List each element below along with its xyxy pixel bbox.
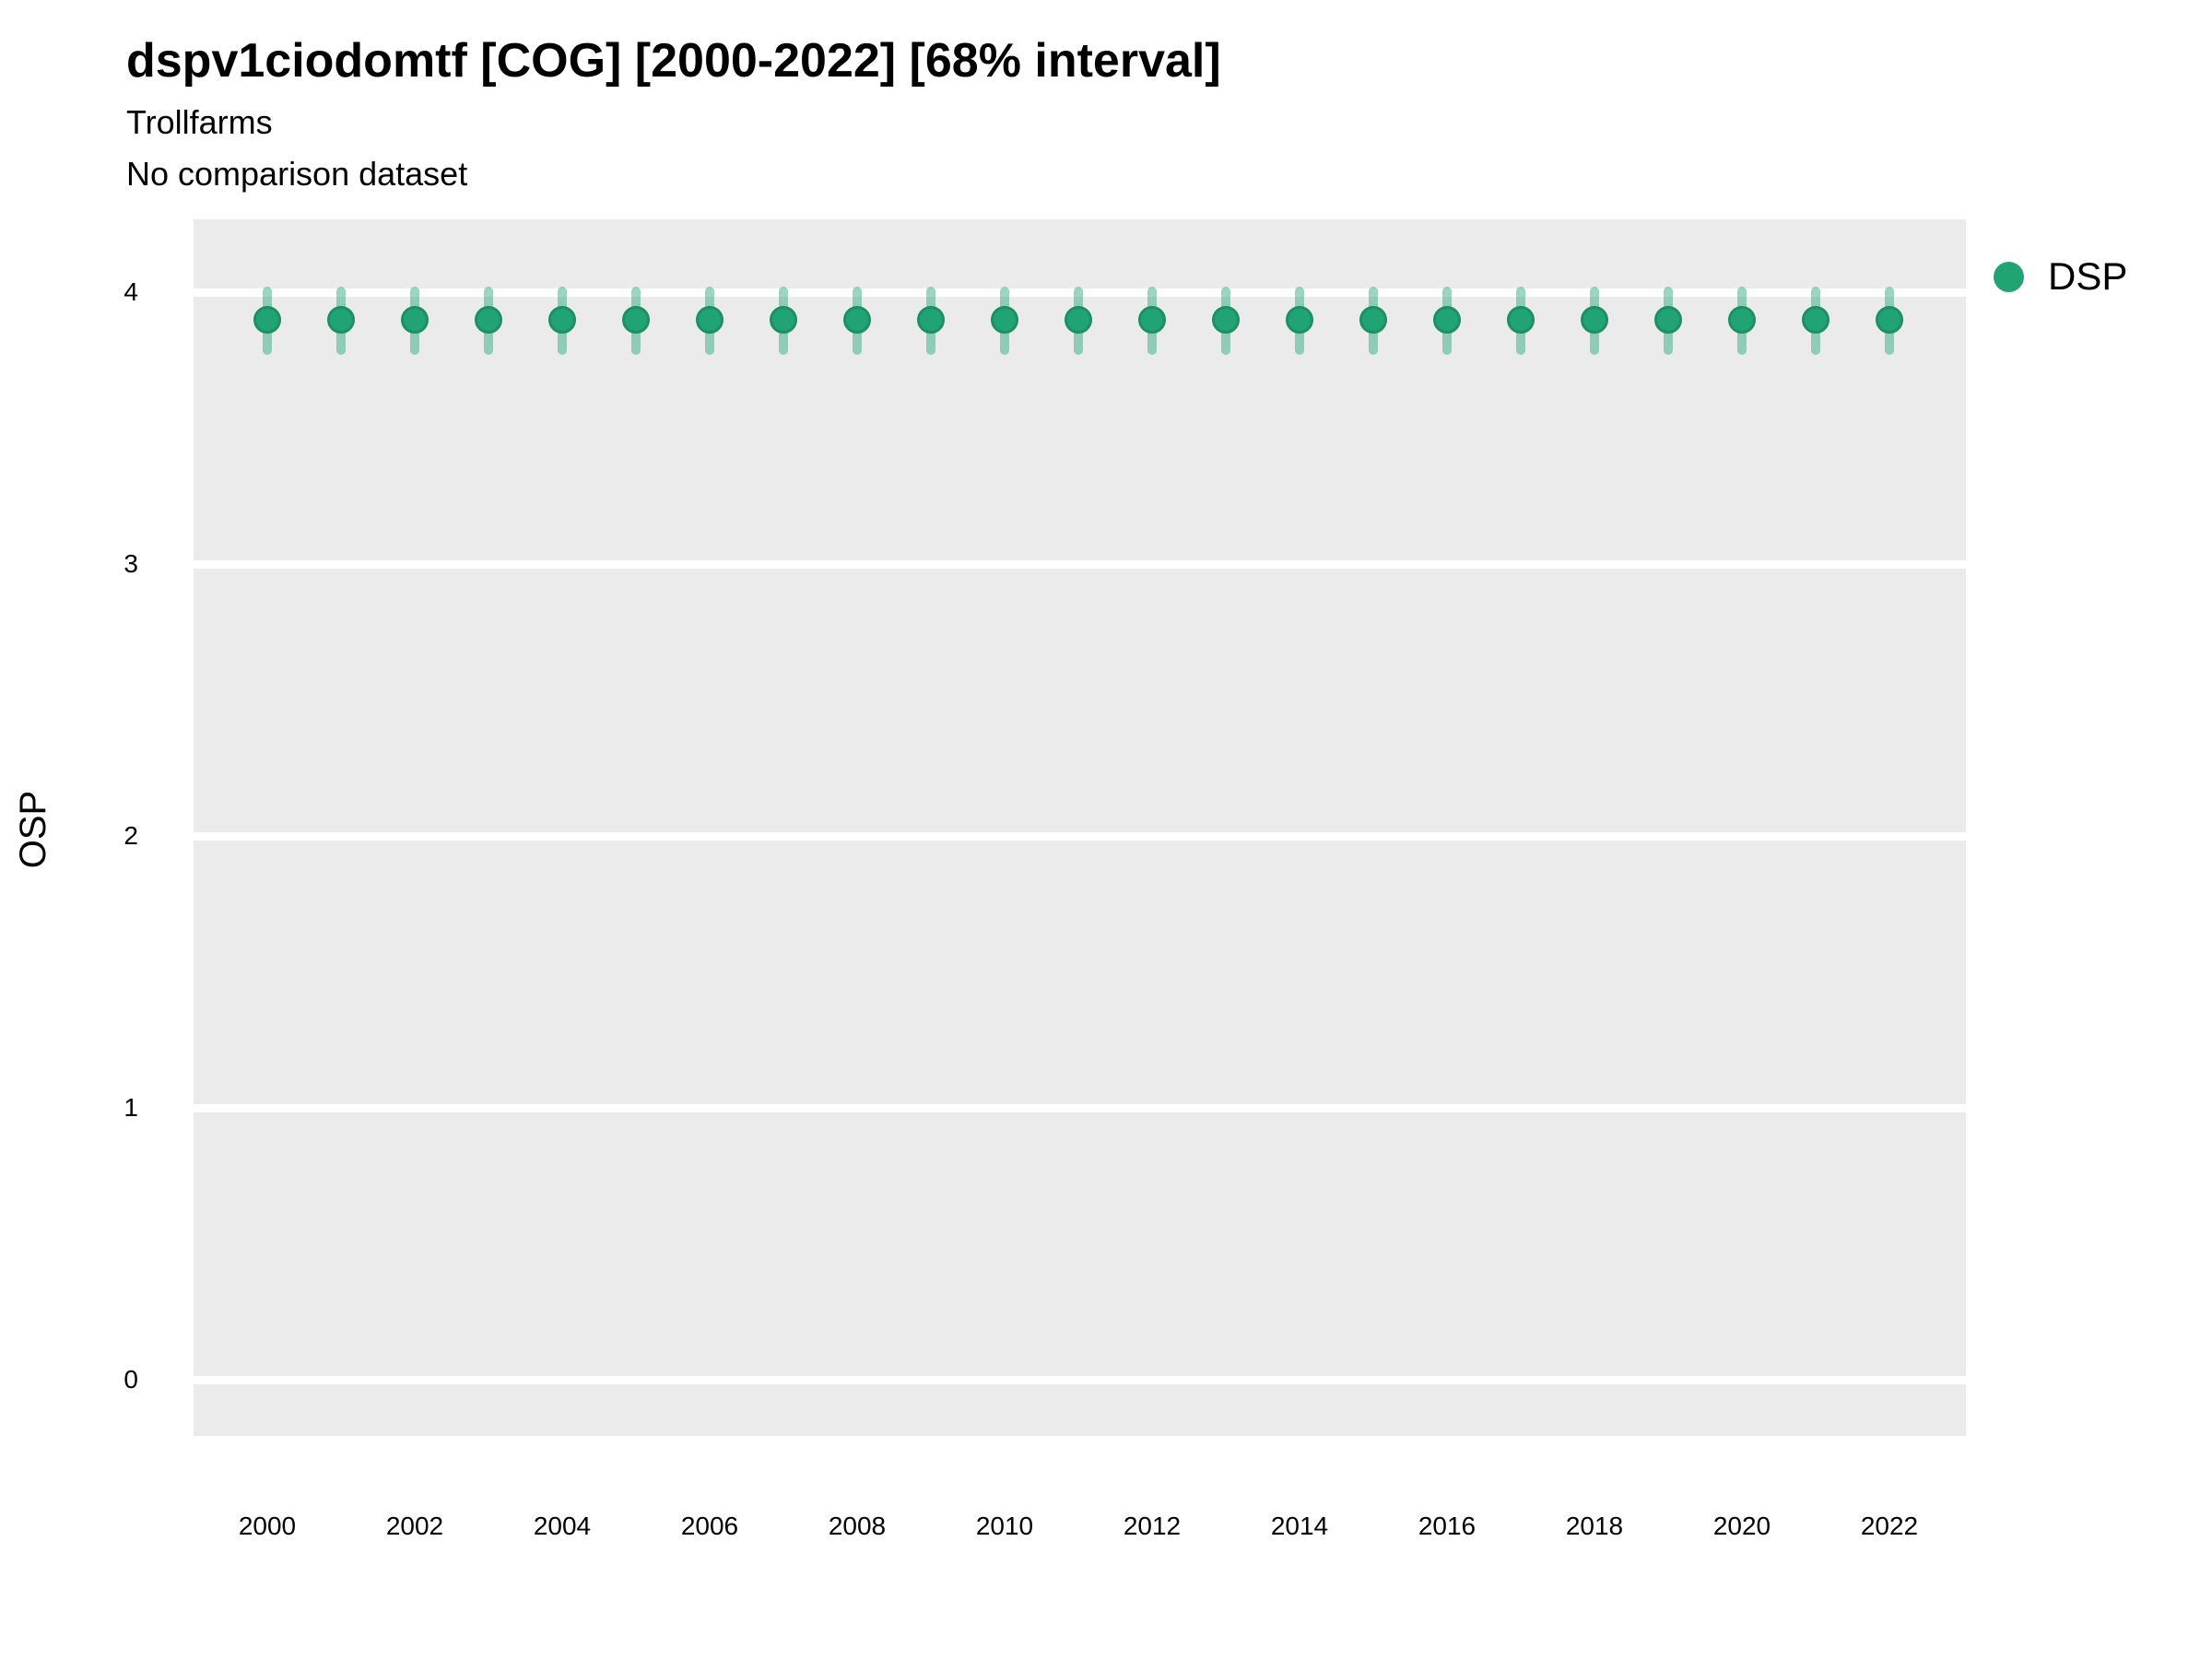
plot-area (194, 219, 1966, 1436)
comparison-note: No comparison dataset (126, 155, 468, 193)
data-point-2007 (770, 305, 797, 334)
x-tick-label-2004: 2004 (533, 1512, 592, 1540)
x-tick-label-2000: 2000 (238, 1512, 297, 1540)
x-tick-label-2022: 2022 (1860, 1512, 1919, 1540)
data-point-2001 (327, 305, 355, 334)
y-tick-label-4: 4 (124, 277, 138, 306)
legend-label: DSP (2048, 254, 2128, 298)
data-point-2022 (1876, 305, 1903, 334)
x-tick-label-2012: 2012 (1123, 1512, 1182, 1540)
gridline-y-4 (194, 288, 1966, 297)
gridline-y-3 (194, 559, 1966, 569)
legend-marker-icon (1994, 261, 2024, 292)
y-tick-label-2: 2 (124, 821, 138, 850)
gridline-y-0 (194, 1375, 1966, 1384)
x-tick-label-2010: 2010 (975, 1512, 1034, 1540)
y-tick-label-0: 0 (124, 1365, 138, 1394)
y-tick-label-3: 3 (124, 549, 138, 578)
data-point-2016 (1433, 305, 1461, 334)
data-point-2002 (401, 305, 429, 334)
chart-title: dspv1ciodomtf [COG] [2000-2022] [68% int… (126, 34, 1221, 88)
data-point-2004 (548, 305, 576, 334)
legend: DSP (1994, 254, 2127, 299)
y-axis-label: OSP (13, 790, 53, 869)
x-tick-label-2002: 2002 (385, 1512, 444, 1540)
data-point-2003 (475, 305, 502, 334)
data-point-2015 (1359, 305, 1387, 334)
x-tick-label-2018: 2018 (1565, 1512, 1624, 1540)
data-point-2012 (1138, 305, 1166, 334)
data-point-2000 (253, 305, 281, 334)
data-point-2021 (1802, 305, 1830, 334)
x-tick-label-2016: 2016 (1418, 1512, 1477, 1540)
gridline-y-2 (194, 831, 1966, 841)
chart-subtitle: Trollfarms (126, 103, 273, 141)
data-point-2020 (1728, 305, 1756, 334)
data-point-2008 (843, 305, 871, 334)
data-point-2011 (1065, 305, 1092, 334)
x-tick-label-2008: 2008 (828, 1512, 887, 1540)
data-point-2014 (1286, 305, 1313, 334)
data-point-2013 (1212, 305, 1240, 334)
data-point-2005 (622, 305, 650, 334)
x-tick-label-2014: 2014 (1270, 1512, 1329, 1540)
x-tick-label-2020: 2020 (1712, 1512, 1771, 1540)
x-tick-label-2006: 2006 (680, 1512, 739, 1540)
data-point-2017 (1507, 305, 1535, 334)
y-tick-label-1: 1 (124, 1093, 138, 1122)
data-point-2009 (917, 305, 945, 334)
data-point-2006 (696, 305, 724, 334)
data-point-2010 (991, 305, 1018, 334)
gridline-y-1 (194, 1103, 1966, 1112)
data-point-2019 (1654, 305, 1682, 334)
data-point-2018 (1581, 305, 1608, 334)
